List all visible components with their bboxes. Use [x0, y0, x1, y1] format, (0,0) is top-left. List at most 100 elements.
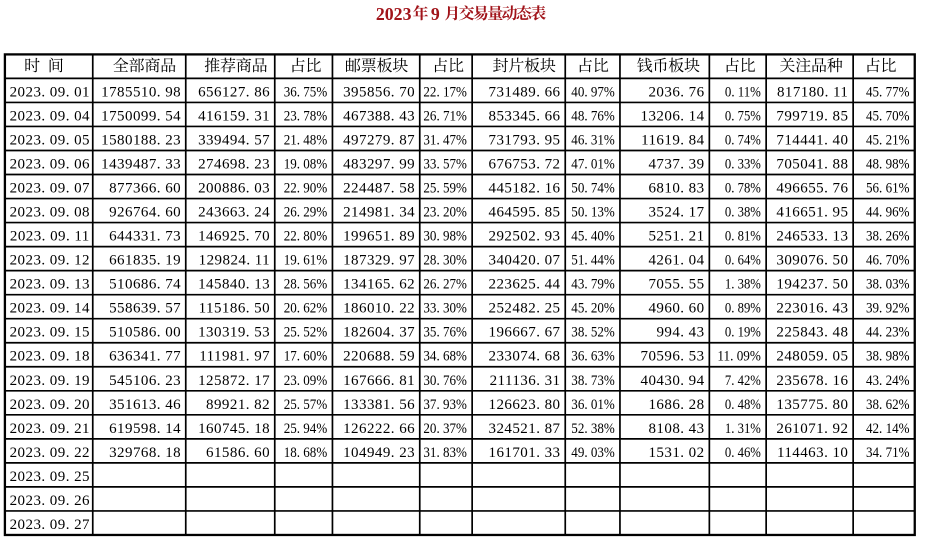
svg-text:160745. 18: 160745. 18 [198, 421, 270, 437]
svg-text:36. 75%: 36. 75% [284, 84, 328, 100]
svg-text:731793. 95: 731793. 95 [489, 132, 561, 148]
svg-text:182604. 37: 182604. 37 [343, 325, 415, 341]
svg-text:1785510. 98: 1785510. 98 [101, 84, 181, 100]
svg-text:211136. 31: 211136. 31 [490, 373, 561, 389]
svg-text:214981. 34: 214981. 34 [343, 205, 415, 221]
svg-text:17. 60%: 17. 60% [284, 349, 328, 365]
svg-text:1750099. 54: 1750099. 54 [101, 108, 181, 124]
svg-text:40430. 94: 40430. 94 [641, 373, 705, 389]
svg-text:817180. 11: 817180. 11 [777, 84, 848, 100]
svg-text:36. 01%: 36. 01% [571, 397, 615, 413]
svg-text:2023. 09. 19: 2023. 09. 19 [10, 373, 90, 389]
svg-text:22. 80%: 22. 80% [284, 229, 328, 245]
svg-text:187329. 97: 187329. 97 [343, 253, 415, 269]
svg-text:510586. 00: 510586. 00 [109, 325, 181, 341]
svg-text:186010. 22: 186010. 22 [343, 301, 415, 317]
svg-text:2023. 09. 14: 2023. 09. 14 [10, 301, 90, 317]
svg-text:21. 48%: 21. 48% [284, 132, 328, 148]
svg-text:2023. 09. 12: 2023. 09. 12 [10, 253, 90, 269]
svg-text:545106. 23: 545106. 23 [109, 373, 181, 389]
svg-text:43. 79%: 43. 79% [571, 277, 615, 293]
svg-text:23. 09%: 23. 09% [284, 373, 328, 389]
svg-text:61586. 60: 61586. 60 [206, 445, 270, 461]
svg-text:309076. 50: 309076. 50 [776, 253, 848, 269]
svg-text:34. 71%: 34. 71% [866, 445, 910, 461]
svg-text:5251. 21: 5251. 21 [648, 229, 704, 245]
svg-text:26. 71%: 26. 71% [423, 108, 467, 124]
svg-text:1439487. 33: 1439487. 33 [101, 156, 181, 172]
svg-text:225843. 48: 225843. 48 [776, 325, 848, 341]
svg-text:133381. 56: 133381. 56 [343, 397, 415, 413]
svg-text:329768. 18: 329768. 18 [109, 445, 181, 461]
svg-text:292502. 93: 292502. 93 [489, 229, 561, 245]
svg-text:194237. 50: 194237. 50 [776, 277, 848, 293]
svg-text:25. 52%: 25. 52% [284, 325, 328, 341]
svg-text:35. 76%: 35. 76% [423, 325, 467, 341]
svg-text:26. 29%: 26. 29% [284, 205, 328, 221]
svg-text:4261. 04: 4261. 04 [648, 253, 704, 269]
svg-text:22. 17%: 22. 17% [423, 84, 467, 100]
svg-text:46. 70%: 46. 70% [866, 253, 910, 269]
svg-text:7055. 55: 7055. 55 [648, 277, 704, 293]
svg-text:199651. 89: 199651. 89 [343, 229, 415, 245]
svg-text:2023. 09. 05: 2023. 09. 05 [10, 132, 90, 148]
svg-text:37. 93%: 37. 93% [423, 397, 467, 413]
svg-text:89921. 82: 89921. 82 [206, 397, 270, 413]
svg-text:224487. 58: 224487. 58 [343, 181, 415, 197]
svg-text:6810. 83: 6810. 83 [648, 181, 704, 197]
svg-text:0. 75%: 0. 75% [725, 108, 761, 124]
svg-text:30. 76%: 30. 76% [423, 373, 467, 389]
svg-text:31. 47%: 31. 47% [423, 132, 467, 148]
svg-text:619598. 14: 619598. 14 [109, 421, 181, 437]
svg-text:42. 14%: 42. 14% [866, 421, 910, 437]
svg-text:23. 20%: 23. 20% [423, 205, 467, 221]
svg-text:28. 56%: 28. 56% [284, 277, 328, 293]
svg-text:926764. 60: 926764. 60 [109, 205, 181, 221]
svg-text:39. 92%: 39. 92% [866, 301, 910, 317]
svg-text:51. 44%: 51. 44% [571, 253, 615, 269]
svg-text:636341. 77: 636341. 77 [109, 349, 181, 365]
svg-text:50. 74%: 50. 74% [571, 181, 615, 197]
svg-text:130319. 53: 130319. 53 [198, 325, 270, 341]
svg-text:104949. 23: 104949. 23 [343, 445, 415, 461]
svg-text:2023. 09. 15: 2023. 09. 15 [10, 325, 90, 341]
svg-text:25. 57%: 25. 57% [284, 397, 328, 413]
svg-text:200886. 03: 200886. 03 [198, 181, 270, 197]
svg-text:0. 46%: 0. 46% [725, 445, 761, 461]
svg-text:45. 70%: 45. 70% [866, 108, 910, 124]
svg-text:40. 97%: 40. 97% [571, 84, 615, 100]
svg-text:2023. 09. 27: 2023. 09. 27 [10, 517, 90, 533]
svg-text:7. 42%: 7. 42% [725, 373, 761, 389]
svg-text:48. 98%: 48. 98% [866, 156, 910, 172]
svg-text:18. 68%: 18. 68% [284, 445, 328, 461]
svg-text:56. 61%: 56. 61% [866, 181, 910, 197]
svg-text:464595. 85: 464595. 85 [489, 205, 561, 221]
svg-text:235678. 16: 235678. 16 [776, 373, 848, 389]
svg-text:2023. 09. 20: 2023. 09. 20 [10, 397, 90, 413]
svg-text:20. 37%: 20. 37% [423, 421, 467, 437]
svg-text:220688. 59: 220688. 59 [343, 349, 415, 365]
svg-text:49. 03%: 49. 03% [571, 445, 615, 461]
svg-text:46. 31%: 46. 31% [571, 132, 615, 148]
svg-text:167666. 81: 167666. 81 [343, 373, 415, 389]
svg-text:38. 26%: 38. 26% [866, 229, 910, 245]
svg-text:25. 59%: 25. 59% [423, 181, 467, 197]
svg-text:1531. 02: 1531. 02 [648, 445, 704, 461]
svg-text:223625. 44: 223625. 44 [489, 277, 561, 293]
svg-text:853345. 66: 853345. 66 [489, 108, 561, 124]
svg-text:25. 94%: 25. 94% [284, 421, 328, 437]
svg-text:45. 77%: 45. 77% [866, 84, 910, 100]
svg-text:661835. 19: 661835. 19 [109, 253, 181, 269]
svg-text:38. 73%: 38. 73% [571, 373, 615, 389]
svg-text:1. 31%: 1. 31% [725, 421, 761, 437]
svg-text:324521. 87: 324521. 87 [489, 421, 561, 437]
svg-text:4737. 39: 4737. 39 [648, 156, 704, 172]
svg-text:9: 9 [431, 4, 440, 24]
svg-text:70596. 53: 70596. 53 [641, 349, 705, 365]
svg-text:558639. 57: 558639. 57 [109, 301, 181, 317]
svg-text:33. 57%: 33. 57% [423, 156, 467, 172]
svg-text:416651. 95: 416651. 95 [776, 205, 848, 221]
svg-text:2023. 09. 25: 2023. 09. 25 [10, 469, 90, 485]
svg-text:48. 76%: 48. 76% [571, 108, 615, 124]
svg-text:705041. 88: 705041. 88 [776, 156, 848, 172]
